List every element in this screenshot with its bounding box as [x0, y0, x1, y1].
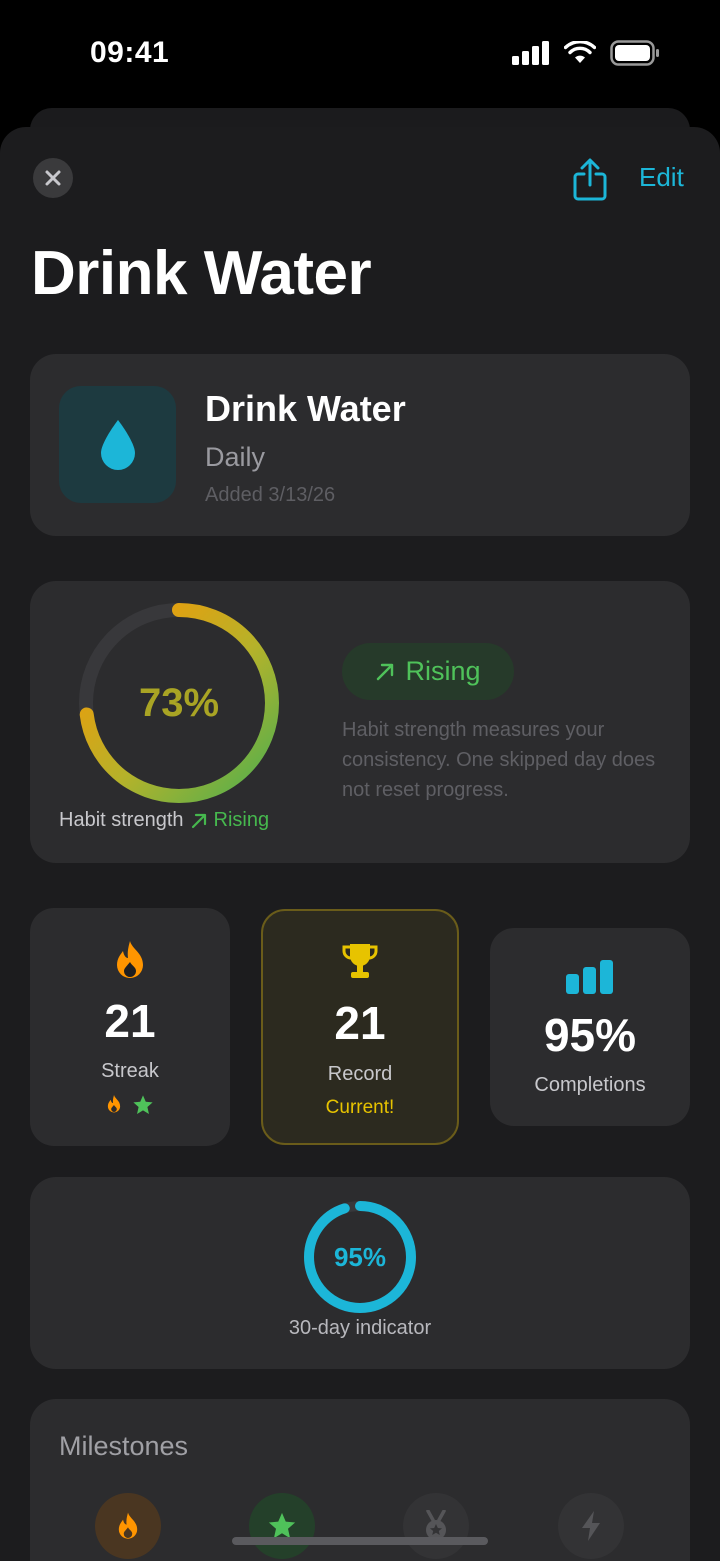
completions-value: 95%: [543, 1009, 637, 1061]
habit-name: Drink Water: [205, 388, 406, 429]
thirty-day-ring: 95%: [302, 1199, 418, 1315]
status-icons: [512, 40, 660, 66]
strength-progress-arc: [79, 603, 279, 803]
bolt-icon: [582, 1511, 600, 1541]
strength-trend: Rising: [190, 809, 270, 832]
completions-tile: 95% Completions: [490, 928, 690, 1126]
milestone-badge-medal[interactable]: [403, 1493, 469, 1559]
record-label: Record: [327, 1063, 393, 1085]
strength-description: Habit strength measures your consistency…: [342, 719, 656, 801]
milestone-badge-star[interactable]: [249, 1493, 315, 1559]
share-button[interactable]: [570, 158, 610, 202]
bar-chart-icon: [566, 960, 613, 994]
wifi-icon: [564, 41, 596, 63]
habit-header-card: Drink Water Daily Added 3/13/26: [30, 354, 690, 536]
record-value: 21: [334, 997, 386, 1049]
arrow-up-right-icon: [377, 663, 394, 680]
edit-button[interactable]: Edit: [639, 162, 684, 192]
streak-icon-wrap: [30, 940, 230, 980]
home-indicator: [232, 1537, 488, 1545]
record-icon-wrap: [263, 941, 457, 981]
completions-icon-wrap: [490, 960, 690, 994]
strength-percent: 73%: [138, 680, 220, 725]
completions-label: Completions: [534, 1074, 646, 1096]
page-title: Drink Water: [31, 239, 372, 308]
streak-label: Streak: [101, 1060, 159, 1082]
milestone-badge-flame[interactable]: [95, 1493, 161, 1559]
record-tile: 21 Record Current!: [261, 909, 459, 1145]
star-icon: [268, 1512, 296, 1539]
close-icon: [45, 170, 61, 186]
streak-tile: 21 Streak: [30, 908, 230, 1146]
close-button[interactable]: [33, 158, 73, 198]
medal-icon: [426, 1510, 446, 1540]
trend-pill: Rising: [342, 643, 514, 700]
thirty-day-card: 95% 30-day indicator: [30, 1177, 690, 1369]
arrow-up-right-icon: [191, 813, 206, 828]
thirty-day-percent: 95%: [333, 1241, 387, 1272]
thirty-day-label: 30-day indicator: [288, 1317, 432, 1339]
water-drop-icon: [100, 419, 135, 470]
strength-ring: 73%: [74, 598, 284, 808]
streak-mini-badges: [30, 1094, 230, 1116]
battery-icon: [610, 40, 659, 66]
strength-caption-label: Habit strength: [59, 809, 184, 831]
star-icon: [133, 1095, 153, 1114]
thirty-day-ring-svg: [304, 1201, 416, 1313]
flame-icon: [117, 941, 143, 978]
share-icon: [573, 158, 607, 201]
thirty-day-progress-arc: [304, 1201, 416, 1313]
habit-added-date: Added 3/13/26: [205, 484, 336, 506]
streak-value: 21: [104, 995, 156, 1047]
strength-caption: Habit strength Rising: [59, 809, 269, 832]
milestones-title: Milestones: [59, 1431, 189, 1461]
habit-icon-tile: [59, 386, 176, 503]
cellular-signal-icon: [512, 41, 549, 65]
strength-ring-svg: [79, 603, 279, 803]
habit-strength-card: 73% Habit strength Rising Rising Habit s…: [30, 581, 690, 863]
record-sub-label: Current!: [325, 1097, 395, 1118]
strength-trend-label: Rising: [213, 809, 270, 831]
status-bar: 09:41: [0, 0, 720, 108]
habit-frequency: Daily: [205, 442, 266, 472]
milestones-card: Milestones: [30, 1399, 690, 1561]
trophy-icon: [342, 944, 378, 978]
flame-icon: [107, 1095, 121, 1113]
milestone-badge-bolt[interactable]: [558, 1493, 624, 1559]
flame-icon: [118, 1512, 138, 1539]
trend-pill-label: Rising: [405, 656, 481, 686]
status-time: 09:41: [90, 36, 170, 69]
